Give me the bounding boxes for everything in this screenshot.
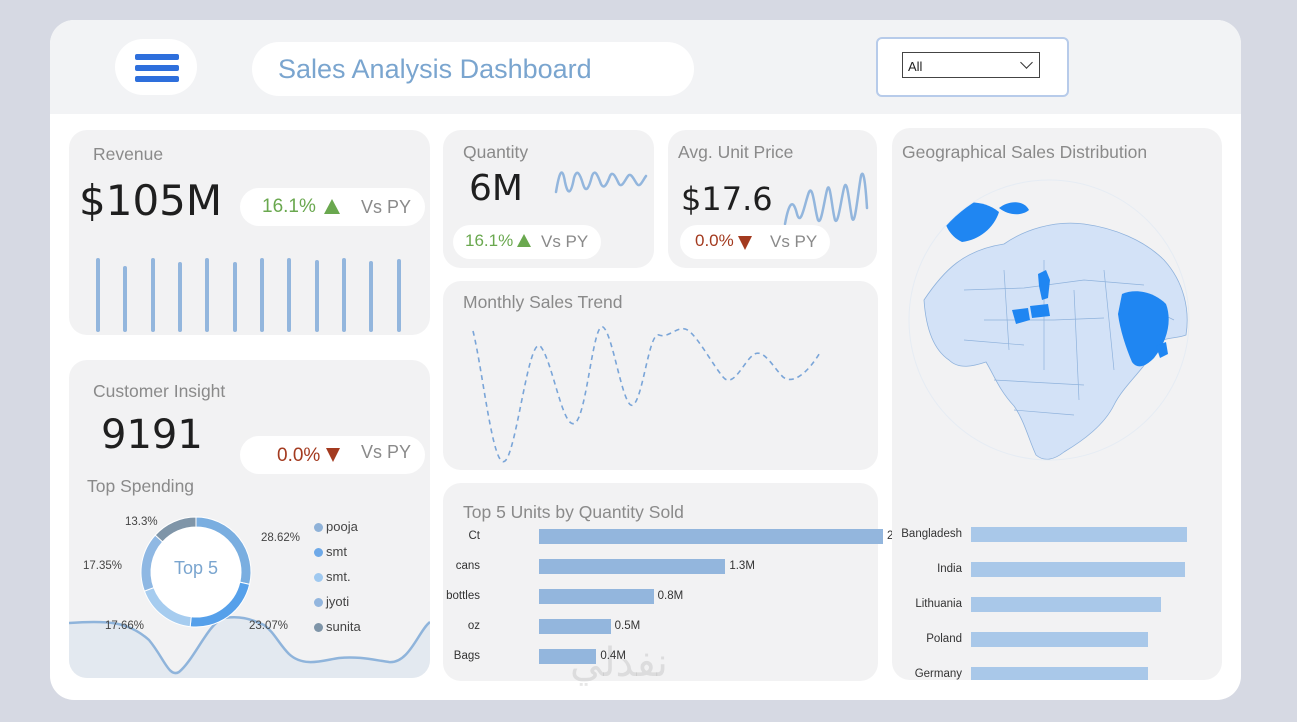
down-arrow-icon: [738, 236, 752, 250]
legend-item[interactable]: sunita: [326, 619, 361, 634]
avg-unit-price-sparkline: [783, 172, 869, 226]
monthly-trend-card: Monthly Sales Trend: [443, 281, 878, 470]
quantity-title: Quantity: [463, 142, 529, 162]
quantity-bar[interactable]: [539, 559, 726, 574]
quantity-bar[interactable]: [539, 619, 611, 634]
bar-category-label: oz: [467, 620, 480, 632]
top-spending-title: Top Spending: [87, 476, 195, 496]
customer-wave: [69, 616, 430, 678]
customer-change-pill: 0.0% Vs PY: [240, 436, 425, 474]
quantity-sparkline: [554, 171, 648, 194]
title-pill: Sales Analysis Dashboard: [252, 42, 694, 96]
top5-units-title: Top 5 Units by Quantity Sold: [463, 502, 684, 522]
chevron-down-icon: [1020, 56, 1033, 69]
monthly-trend-line: [472, 326, 822, 463]
legend-item[interactable]: smt: [326, 544, 347, 559]
avg-unit-price-change: 0.0%: [695, 231, 734, 250]
revenue-change: 16.1%: [262, 196, 316, 217]
hamburger-menu-button[interactable]: [115, 39, 197, 95]
country-bar[interactable]: [971, 527, 1187, 542]
menu-icon: [135, 65, 179, 71]
legend-dot: [314, 548, 323, 557]
donut-percent-label: 28.62%: [261, 532, 301, 544]
country-label: Lithuania: [915, 598, 962, 610]
bar-value-label: 0.5M: [614, 620, 641, 632]
up-arrow-icon: [324, 199, 340, 214]
bar-value-label: 0.4M: [600, 650, 626, 662]
geo-card: Geographical Sales Distribution: [892, 128, 1222, 680]
globe-map: [908, 179, 1190, 461]
up-arrow-icon: [517, 234, 531, 247]
quantity-change-pill: 16.1% Vs PY: [453, 225, 601, 259]
avg-unit-price-value: $17.6: [681, 180, 773, 218]
down-arrow-icon: [326, 448, 340, 462]
filter-selected-value: All: [908, 59, 923, 74]
quantity-change: 16.1%: [465, 231, 514, 250]
menu-icon: [135, 54, 179, 60]
country-label: Germany: [914, 668, 962, 680]
donut-percent-label: 23.07%: [249, 620, 289, 632]
country-bar[interactable]: [971, 667, 1149, 680]
legend-item[interactable]: pooja: [326, 519, 358, 534]
donut-percent-label: 13.3%: [125, 516, 158, 528]
legend-dot: [314, 523, 323, 532]
donut-hole: [151, 527, 241, 617]
revenue-value: $105M: [79, 176, 223, 225]
country-label: Poland: [926, 633, 962, 645]
quantity-bar[interactable]: [539, 649, 597, 664]
customer-count: 9191: [101, 412, 203, 458]
revenue-compare: Vs PY: [361, 197, 412, 217]
donut-percent-label: 17.35%: [83, 560, 123, 572]
avg-unit-price-title: Avg. Unit Price: [678, 142, 794, 162]
legend-dot: [314, 598, 323, 607]
top-bar: Sales Analysis Dashboard All: [50, 20, 1241, 114]
legend-item[interactable]: jyoti: [326, 594, 350, 609]
top5-units-card: Top 5 Units by Quantity Sold Ct2.4Mcans1…: [443, 483, 913, 681]
customer-insight-card: Customer Insight 9191 0.0% Vs PY Top Spe…: [69, 360, 430, 678]
donut-center-label: Top 5: [174, 558, 219, 578]
revenue-sparkbars: [96, 258, 401, 332]
bar-category-label: cans: [455, 560, 480, 572]
legend-item[interactable]: smt.: [326, 569, 351, 584]
revenue-change-pill: 16.1% Vs PY: [240, 188, 425, 226]
menu-icon: [135, 76, 179, 82]
quantity-bar[interactable]: [539, 589, 654, 604]
quantity-bar[interactable]: [539, 529, 883, 544]
quantity-compare: Vs PY: [541, 232, 589, 251]
top-spending-donut: [140, 516, 252, 628]
customer-change: 0.0%: [277, 445, 321, 466]
country-bar[interactable]: [971, 562, 1185, 577]
country-bar[interactable]: [971, 597, 1162, 612]
country-bar[interactable]: [971, 632, 1149, 647]
bar-value-label: 1.3M: [729, 560, 755, 572]
avg-unit-price-change-pill: 0.0% Vs PY: [680, 225, 830, 259]
avg-unit-price-card: Avg. Unit Price $17.6 0.0% Vs PY: [668, 130, 877, 268]
bar-category-label: Ct: [468, 530, 481, 542]
monthly-trend-title: Monthly Sales Trend: [463, 292, 623, 312]
bar-value-label: 0.8M: [657, 590, 684, 602]
country-label: Bangladesh: [901, 528, 962, 540]
bar-category-label: bottles: [446, 590, 480, 602]
geo-title: Geographical Sales Distribution: [902, 142, 1148, 162]
customer-insight-title: Customer Insight: [93, 381, 226, 401]
watermark: نفذلي: [570, 640, 668, 686]
legend-dot: [314, 573, 323, 582]
filter-slicer: All: [876, 37, 1069, 97]
revenue-title: Revenue: [93, 144, 164, 164]
quantity-card: Quantity 6M 16.1% Vs PY: [443, 130, 654, 268]
page-title: Sales Analysis Dashboard: [278, 54, 592, 84]
filter-dropdown[interactable]: All: [902, 52, 1040, 78]
revenue-card: Revenue $105M 16.1% Vs PY: [69, 130, 430, 335]
quantity-value: 6M: [469, 168, 523, 209]
legend-dot: [314, 623, 323, 632]
donut-percent-label: 17.66%: [105, 620, 145, 632]
bar-category-label: Bags: [453, 650, 480, 662]
avg-unit-price-compare: Vs PY: [770, 232, 818, 251]
country-label: India: [937, 563, 962, 575]
dashboard-frame: Sales Analysis Dashboard All Revenue $10…: [50, 20, 1241, 700]
customer-compare: Vs PY: [361, 442, 412, 462]
